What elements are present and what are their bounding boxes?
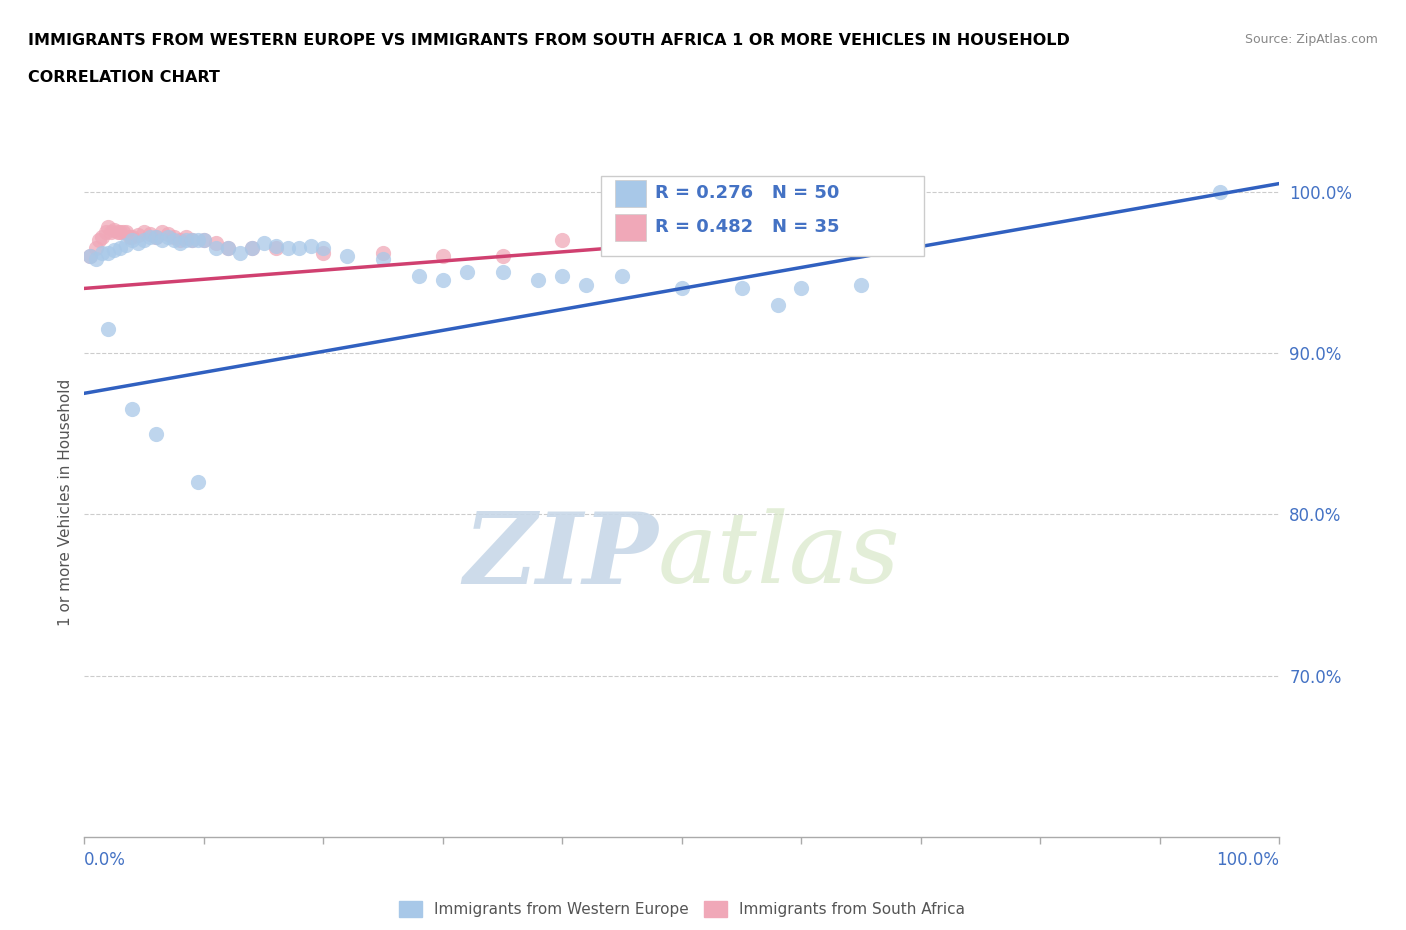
Point <box>432 272 454 287</box>
Point <box>121 232 143 247</box>
Point <box>115 224 138 239</box>
Point <box>127 236 149 251</box>
Point <box>174 230 197 245</box>
Point <box>103 223 125 238</box>
Point <box>228 246 252 260</box>
Point <box>312 241 335 256</box>
Point <box>193 232 215 247</box>
Point <box>163 232 186 247</box>
Point <box>97 219 120 234</box>
Point <box>408 268 430 283</box>
Text: atlas: atlas <box>658 508 901 604</box>
Text: ZIP: ZIP <box>463 508 658 604</box>
Point <box>97 321 120 336</box>
Point <box>139 226 162 241</box>
Point <box>312 246 335 260</box>
Point <box>115 237 138 252</box>
Point <box>240 241 263 256</box>
Point <box>187 232 209 247</box>
Point <box>301 239 323 254</box>
Point <box>79 248 101 263</box>
Point <box>84 252 107 267</box>
Point <box>97 246 120 260</box>
Text: CORRELATION CHART: CORRELATION CHART <box>28 70 219 85</box>
Point <box>766 297 789 312</box>
Point <box>790 281 813 296</box>
Point <box>193 232 215 247</box>
Point <box>87 232 110 247</box>
Point <box>264 241 287 256</box>
Point <box>205 236 228 251</box>
Point <box>264 239 287 254</box>
Point <box>145 230 167 245</box>
Point <box>91 230 114 245</box>
Point <box>527 272 550 287</box>
Point <box>371 246 394 260</box>
Point <box>174 232 197 247</box>
Point <box>551 232 574 247</box>
Point <box>492 265 515 280</box>
Point <box>671 281 693 296</box>
Point <box>187 474 209 489</box>
Point <box>84 241 107 256</box>
Point <box>456 265 478 280</box>
Point <box>139 230 162 245</box>
Point <box>575 278 598 293</box>
Point <box>91 246 114 260</box>
Point <box>132 232 156 247</box>
Point <box>731 281 754 296</box>
Point <box>432 248 454 263</box>
Point <box>169 236 191 251</box>
Text: Source: ZipAtlas.com: Source: ZipAtlas.com <box>1244 33 1378 46</box>
Point <box>94 224 117 239</box>
Point <box>121 402 143 417</box>
Point <box>371 252 394 267</box>
Text: IMMIGRANTS FROM WESTERN EUROPE VS IMMIGRANTS FROM SOUTH AFRICA 1 OR MORE VEHICLE: IMMIGRANTS FROM WESTERN EUROPE VS IMMIGR… <box>28 33 1070 47</box>
Point <box>121 230 143 245</box>
Point <box>127 228 149 243</box>
Point <box>132 224 156 239</box>
Point <box>118 230 141 245</box>
Point <box>240 241 263 256</box>
Point <box>180 232 202 247</box>
Point <box>157 230 180 245</box>
Point <box>110 224 132 239</box>
Point <box>79 248 101 263</box>
Point <box>1208 184 1230 199</box>
Point <box>107 224 129 239</box>
Point <box>217 241 239 256</box>
Point <box>336 248 359 263</box>
Point <box>253 236 276 251</box>
Point <box>103 242 125 257</box>
Point <box>790 232 813 247</box>
Point <box>276 241 298 256</box>
Point <box>111 224 134 239</box>
Point <box>150 224 173 239</box>
Point <box>205 241 228 256</box>
Point <box>551 268 574 283</box>
Point <box>217 241 239 256</box>
Point <box>610 268 633 283</box>
Point <box>169 232 191 247</box>
Y-axis label: 1 or more Vehicles in Household: 1 or more Vehicles in Household <box>58 379 73 626</box>
Text: 0.0%: 0.0% <box>84 851 127 870</box>
Text: R = 0.482   N = 35: R = 0.482 N = 35 <box>655 219 839 236</box>
Point <box>288 241 311 256</box>
Legend: Immigrants from Western Europe, Immigrants from South Africa: Immigrants from Western Europe, Immigran… <box>392 895 972 923</box>
Point <box>163 230 186 245</box>
Text: 100.0%: 100.0% <box>1216 851 1279 870</box>
Point <box>180 232 202 247</box>
Point <box>145 230 167 245</box>
Point <box>100 224 122 239</box>
Point <box>145 426 167 441</box>
Point <box>150 232 173 247</box>
Point <box>157 226 180 241</box>
Point <box>849 278 872 293</box>
Point <box>110 241 132 256</box>
Text: R = 0.276   N = 50: R = 0.276 N = 50 <box>655 184 839 203</box>
Point <box>492 248 515 263</box>
